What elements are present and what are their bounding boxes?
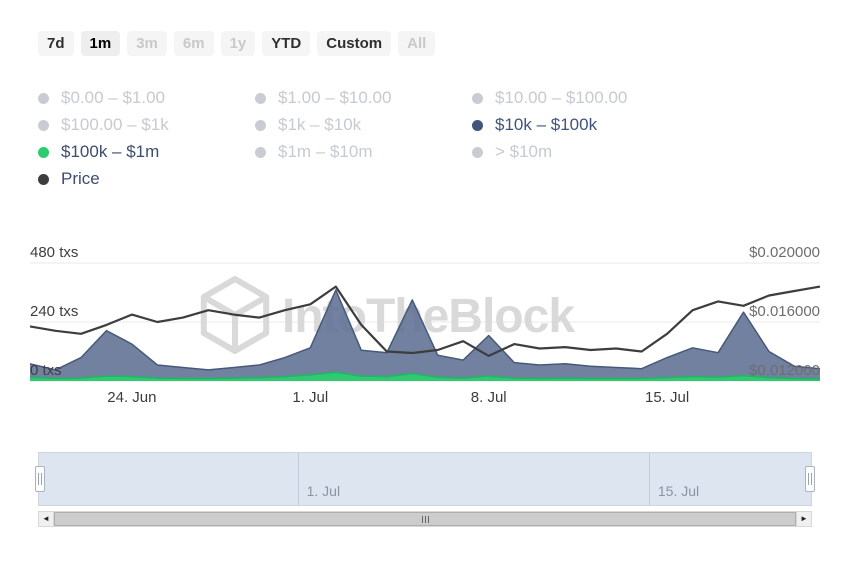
legend-item-4[interactable]: $1k – $10k [255,115,472,135]
legend-label: Price [61,169,100,188]
legend-dot-icon [38,146,49,158]
legend-item-2[interactable]: $10.00 – $100.00 [472,88,689,108]
legend-label: $100.00 – $1k [61,115,169,134]
legend-item-8[interactable]: > $10m [472,142,689,162]
legend-item-6[interactable]: $100k – $1m [38,142,255,162]
legend: $0.00 – $1.00 $1.00 – $10.00 $10.00 – $100… [38,88,689,189]
legend-item-0[interactable]: $0.00 – $1.00 [38,88,255,108]
series-outline [29,289,821,371]
x-axis-label: 24. Jun [107,389,156,406]
left-arrow-icon: ◄ [42,514,50,523]
series-area [30,290,820,381]
legend-label: $1m – $10m [278,142,373,161]
legend-dot-icon [38,173,49,185]
legend-label: $10k – $100k [495,115,598,134]
navigator-date-label: 1. Jul [306,483,341,499]
left-axis-label: 480 txs [30,244,78,261]
navigator-gridline [297,453,299,505]
legend-item-9[interactable]: Price [38,169,255,189]
navigator-handle-left[interactable] [35,466,45,492]
x-axis-label: 8. Jul [471,389,507,406]
legend-label: $0.00 – $1.00 [61,88,165,107]
right-arrow-icon: ► [800,514,808,523]
range-button-ytd[interactable]: YTD [262,31,311,56]
right-axis-label: $0.012000 [749,362,820,379]
scrollbar-track[interactable] [54,511,796,527]
legend-item-7[interactable]: $1m – $10m [255,142,472,162]
legend-dot-icon [472,119,483,131]
legend-dot-icon [255,146,266,158]
legend-dot-icon [255,119,266,131]
range-button-1y: 1y [220,31,256,56]
price-line [29,285,821,357]
navigator-gridline [648,453,650,505]
legend-label: $1.00 – $10.00 [278,88,392,107]
series-outline [29,371,821,380]
left-axis-label: 0 txs [30,362,62,379]
range-button-1m[interactable]: 1m [80,31,121,56]
legend-item-3[interactable]: $100.00 – $1k [38,115,255,135]
chart-area: IntoTheBlock 480 txs 240 txs 0 txs $0.020000… [0,230,850,415]
x-axis-label: 1. Jul [292,389,328,406]
x-axis-label: 15. Jul [645,389,689,406]
legend-label: $10.00 – $100.00 [495,88,628,107]
range-button-all: All [398,31,436,56]
legend-dot-icon [472,92,483,104]
range-button-3m: 3m [127,31,167,56]
legend-dot-icon [472,146,483,158]
scrollbar-right-button[interactable]: ► [796,511,812,527]
scrollbar: ◄ ► [38,511,812,527]
right-axis-label: $0.020000 [749,244,820,261]
right-axis-label: $0.016000 [749,303,820,320]
legend-dot-icon [255,92,266,104]
range-selector: 7d 1m 3m 6m 1y YTD Custom All [38,31,436,56]
legend-dot-icon [38,119,49,131]
legend-label: $1k – $10k [278,115,362,134]
legend-dot-icon [38,92,49,104]
legend-label: > $10m [495,142,553,161]
navigator[interactable]: 1. Jul 15. Jul [35,452,815,506]
legend-item-1[interactable]: $1.00 – $10.00 [255,88,472,108]
range-button-6m: 6m [173,31,214,56]
legend-label: $100k – $1m [61,142,160,161]
intotheblock-logo-icon [202,294,268,351]
scrollbar-grip-icon [421,515,429,523]
navigator-date-label: 15. Jul [657,483,700,499]
scrollbar-thumb[interactable] [54,512,796,526]
range-button-7d[interactable]: 7d [38,31,74,56]
legend-item-5[interactable]: $10k – $100k [472,115,689,135]
left-axis-label: 240 txs [30,303,78,320]
navigator-handle-right[interactable] [805,466,815,492]
range-button-custom[interactable]: Custom [317,31,392,56]
scrollbar-left-button[interactable]: ◄ [38,511,54,527]
